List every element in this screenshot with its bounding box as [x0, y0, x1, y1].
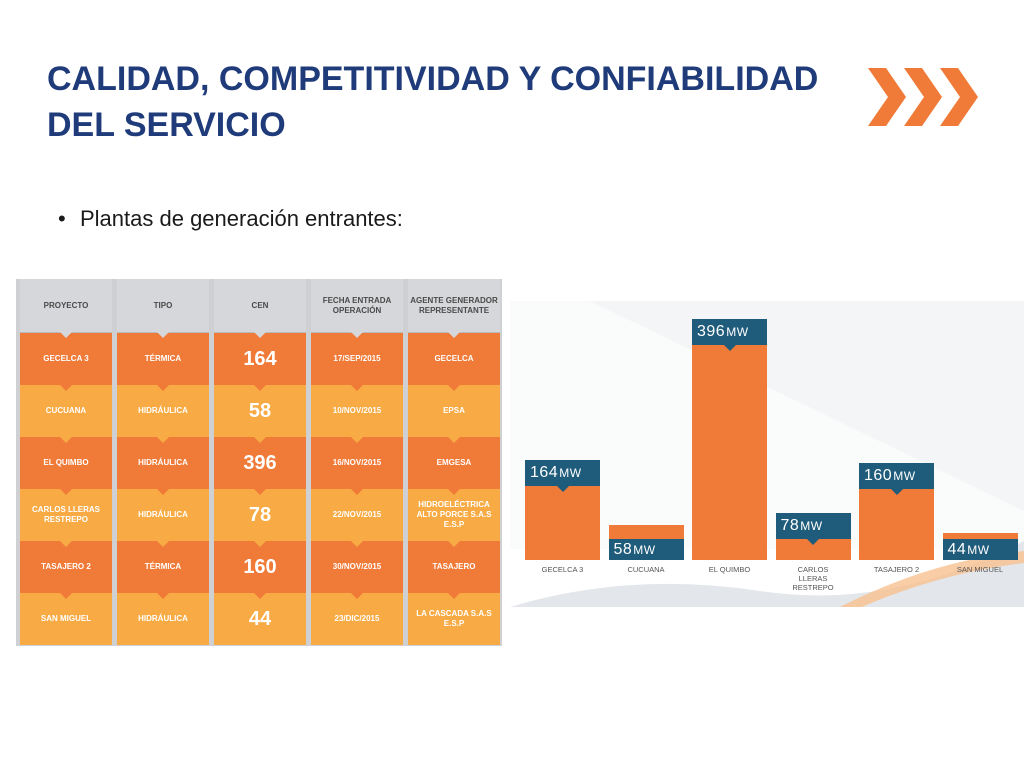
table-cell-agent: GECELCA — [408, 333, 500, 391]
bar-value: 396 — [697, 323, 726, 340]
table-cell-date: 17/SEP/2015 — [311, 333, 403, 391]
chart-background-shape — [510, 301, 1024, 607]
table-cell-date: 22/NOV/2015 — [311, 489, 403, 547]
bar-unit: MW — [893, 468, 916, 483]
slide-title: CALIDAD, COMPETITIVIDAD Y CONFIABILIDAD … — [47, 56, 867, 148]
bar — [692, 319, 767, 560]
bar-value: 160 — [864, 466, 893, 484]
bar-value-label: 78 MW — [775, 512, 851, 545]
table-cell-capacity: 44 — [214, 593, 306, 645]
bar-value: 164 — [530, 464, 559, 482]
table-cell-project: SAN MIGUEL — [20, 593, 112, 645]
table-cell-date: 30/NOV/2015 — [311, 541, 403, 599]
bar-segment — [608, 524, 684, 539]
bar-unit: MW — [726, 325, 749, 339]
table-cell-type: TÉRMICA — [117, 333, 209, 391]
table-cell-agent: EPSA — [408, 385, 500, 443]
table-cell-project: TASAJERO 2 — [20, 541, 112, 599]
bar-value-label: 58 MW — [608, 539, 684, 560]
table-header-agent: AGENTE GENERADOR REPRESENTANTE — [408, 279, 500, 338]
bar-unit: MW — [967, 542, 990, 557]
table-cell-project: GECELCA 3 — [20, 333, 112, 391]
bar-value-label: 44 MW — [942, 539, 1018, 560]
table-cell-capacity: 78 — [214, 489, 306, 547]
table-cell-type: HIDRÁULICA — [117, 437, 209, 495]
bar-segment — [942, 533, 1018, 539]
table-cell-capacity: 396 — [214, 437, 306, 495]
capacity-bar-chart: 164 MW GECELCA 3 58 MW CUCUANA 396 MW EL QUIMBO 7… — [510, 301, 1024, 607]
table-cell-agent: TASAJERO — [408, 541, 500, 599]
table-cell-capacity: 58 — [214, 385, 306, 443]
table-cell-project: CUCUANA — [20, 385, 112, 443]
table-header-date: FECHA ENTRADA OPERACIÓN — [311, 279, 403, 338]
table-cell-type: TÉRMICA — [117, 541, 209, 599]
x-tick-label: GECELCA 3 — [541, 565, 584, 574]
table-cell-agent: EMGESA — [408, 437, 500, 495]
bar-unit: MW — [559, 466, 582, 481]
table-cell-agent: HIDROELÉCTRICA ALTO PORCE S.A.S E.S.P — [408, 489, 500, 547]
bar-unit: MW — [800, 518, 823, 533]
table-cell-project: EL QUIMBO — [20, 437, 112, 495]
plants-table: PROYECTO TIPO CEN FECHA ENTRADA OPERACIÓN AG… — [16, 279, 502, 646]
bar-value-label: 396 MW — [692, 319, 767, 351]
bar-value: 58 — [613, 540, 633, 558]
bar-value-label: 160 MW — [859, 462, 934, 495]
table-cell-project: CARLOS LLERAS RESTREPO — [20, 489, 112, 547]
table-cell-type: HIDRÁULICA — [117, 385, 209, 443]
table-cell-type: HIDRÁULICA — [117, 593, 209, 645]
table-cell-date: 16/NOV/2015 — [311, 437, 403, 495]
chevrons-right-icon — [868, 68, 978, 126]
table-header-type: TIPO — [117, 279, 209, 338]
slide-title-line-1: CALIDAD, COMPETITIVIDAD Y CONFIABILIDAD — [47, 60, 819, 98]
x-tick-label: CUCUANA — [627, 565, 665, 574]
x-tick-label: SAN MIGUEL — [956, 565, 1004, 574]
table-cell-capacity: 164 — [214, 333, 306, 391]
slide-title-line-2: DEL SERVICIO — [47, 106, 286, 144]
table-cell-date: 23/DIC/2015 — [311, 593, 403, 645]
bar-value-label: 164 MW — [525, 460, 600, 493]
table-cell-agent: LA CASCADA S.A.S E.S.P — [408, 593, 500, 645]
x-tick-label: EL QUIMBO — [708, 565, 751, 574]
x-tick-label: CARLOS LLERAS RESTREPO — [792, 565, 834, 592]
table-cell-date: 10/NOV/2015 — [311, 385, 403, 443]
x-tick-label: TASAJERO 2 — [873, 565, 920, 574]
bullet-item: • Plantas de generación entrantes: — [58, 206, 403, 232]
bar-unit: MW — [633, 542, 656, 557]
bullet-text: Plantas de generación entrantes: — [80, 206, 403, 231]
table-cell-type: HIDRÁULICA — [117, 489, 209, 547]
bullet-dot: • — [58, 206, 66, 231]
table-cell-capacity: 160 — [214, 541, 306, 599]
bar-value: 78 — [780, 516, 800, 534]
table-header-project: PROYECTO — [20, 279, 112, 338]
bar-value: 44 — [947, 540, 967, 558]
table-header-capacity: CEN — [214, 279, 306, 338]
